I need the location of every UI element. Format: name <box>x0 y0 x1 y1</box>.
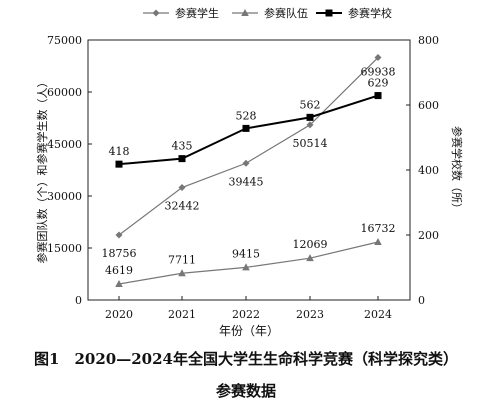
series-line-students <box>118 57 379 236</box>
data-label-schools: 418 <box>109 145 130 158</box>
right-y-tick-label: 200 <box>418 229 439 242</box>
right-y-tick-label: 600 <box>418 99 439 112</box>
data-point-students <box>242 159 250 167</box>
data-point-schools <box>374 92 382 100</box>
legend-marker-students <box>152 9 160 17</box>
data-point-students <box>115 231 123 239</box>
data-label-schools: 528 <box>236 109 257 122</box>
plot-frame <box>87 39 411 301</box>
data-label-teams: 12069 <box>293 238 328 251</box>
data-label-teams: 4619 <box>105 264 133 277</box>
data-label-students: 50514 <box>293 137 328 150</box>
x-tick-label: 2023 <box>296 308 324 321</box>
data-point-students <box>178 184 186 192</box>
data-label-students: 69938 <box>361 66 396 79</box>
left-y-tick-label: 15000 <box>47 242 82 255</box>
right-y-axis-title: 参赛学校数（所） <box>450 126 464 214</box>
data-point-schools <box>115 160 123 168</box>
data-point-students <box>306 121 314 129</box>
left-y-axis-title: 参赛团队数（个）和参赛学生数（人） <box>35 77 49 264</box>
data-point-schools <box>306 113 314 121</box>
data-point-teams <box>374 237 382 245</box>
legend-label-teams: 参赛队伍 <box>264 6 308 20</box>
right-y-tick-label: 0 <box>418 294 425 307</box>
data-label-schools: 629 <box>368 77 389 90</box>
line-chart: 0 15000 30000 45000 60000 75000 0 200 400 600 800 2… <box>35 6 464 338</box>
x-tick-label: 2022 <box>232 308 260 321</box>
x-axis-title: 年份（年） <box>219 324 279 338</box>
left-y-tick-label: 75000 <box>47 34 82 47</box>
data-label-students: 39445 <box>229 175 264 188</box>
data-point-students <box>374 54 382 62</box>
x-tick-label: 2020 <box>105 308 133 321</box>
figure-caption-line-1: 图1 2020—2024年全国大学生生命科学竞赛（科学探究类） <box>34 350 458 368</box>
data-point-teams <box>242 263 250 271</box>
data-point-teams <box>178 269 186 277</box>
data-label-students: 18756 <box>102 247 137 260</box>
legend-label-schools: 参赛学校 <box>348 6 392 20</box>
data-label-schools: 562 <box>300 98 321 111</box>
data-label-teams: 7711 <box>168 253 196 266</box>
data-label-teams: 16732 <box>361 222 396 235</box>
left-y-tick-label: 60000 <box>47 86 82 99</box>
x-tick-label: 2021 <box>168 308 196 321</box>
legend-marker-schools <box>325 9 333 17</box>
right-y-tick-label: 800 <box>418 34 439 47</box>
legend-label-students: 参赛学生 <box>175 6 219 20</box>
x-tick-label: 2024 <box>364 308 392 321</box>
data-label-schools: 435 <box>172 140 193 153</box>
data-point-teams <box>115 279 123 287</box>
left-y-tick-label: 30000 <box>47 190 82 203</box>
figure-caption-line-2: 参赛数据 <box>215 382 276 400</box>
right-y-tick-label: 400 <box>418 164 439 177</box>
data-point-schools <box>178 155 186 163</box>
data-label-students: 32442 <box>165 200 200 213</box>
legend-marker-teams <box>241 9 249 16</box>
data-point-teams <box>306 254 314 262</box>
left-y-tick-label: 45000 <box>47 138 82 151</box>
data-label-teams: 9415 <box>232 247 260 260</box>
left-y-tick-label: 0 <box>75 294 82 307</box>
data-point-schools <box>242 124 250 132</box>
